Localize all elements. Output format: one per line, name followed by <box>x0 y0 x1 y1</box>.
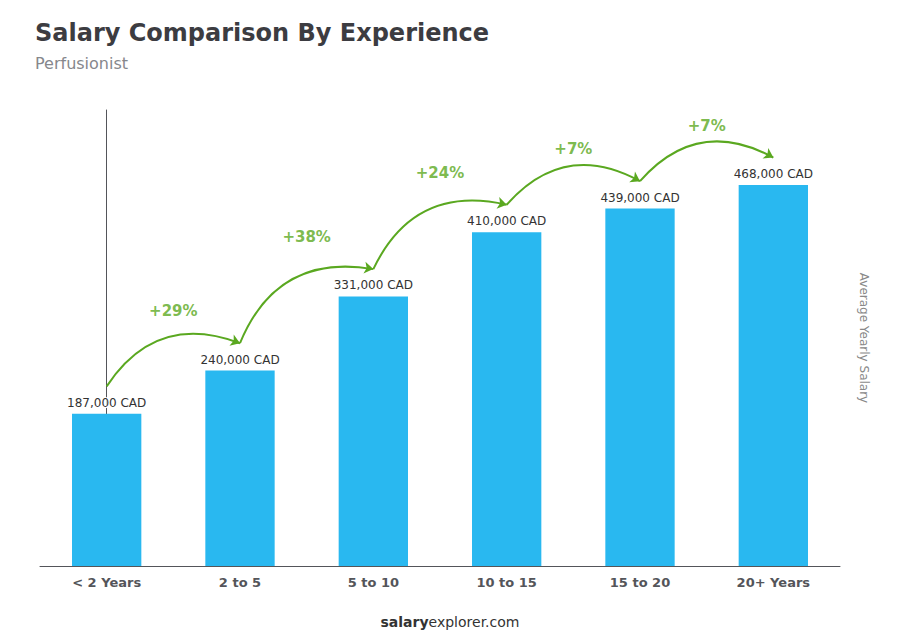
svg-text:Salary Comparison By Experienc: Salary Comparison By Experience <box>35 19 489 47</box>
svg-text:15 to 20: 15 to 20 <box>610 575 670 590</box>
svg-text:10 to 15: 10 to 15 <box>476 575 536 590</box>
svg-text:468,000 CAD: 468,000 CAD <box>734 167 813 181</box>
svg-text:2 to 5: 2 to 5 <box>219 575 261 590</box>
svg-text:salary: salary <box>381 614 429 630</box>
svg-text:+29%: +29% <box>149 302 197 320</box>
svg-text:+7%: +7% <box>554 140 592 158</box>
svg-text:Average Yearly Salary: Average Yearly Salary <box>857 273 871 403</box>
svg-text:5 to 10: 5 to 10 <box>348 575 399 590</box>
svg-text:Perfusionist: Perfusionist <box>35 54 128 73</box>
svg-text:< 2 Years: < 2 Years <box>72 575 141 590</box>
svg-text:331,000 CAD: 331,000 CAD <box>334 278 413 292</box>
svg-text:439,000 CAD: 439,000 CAD <box>600 191 679 205</box>
svg-text:410,000 CAD: 410,000 CAD <box>467 214 546 228</box>
svg-text:+38%: +38% <box>282 228 330 246</box>
svg-text:187,000 CAD: 187,000 CAD <box>67 396 146 410</box>
svg-text:20+ Years: 20+ Years <box>737 575 811 590</box>
svg-text:+7%: +7% <box>688 117 726 135</box>
svg-text:+24%: +24% <box>416 164 464 182</box>
svg-text:240,000 CAD: 240,000 CAD <box>200 353 279 367</box>
svg-text:explorer.com: explorer.com <box>429 614 520 630</box>
